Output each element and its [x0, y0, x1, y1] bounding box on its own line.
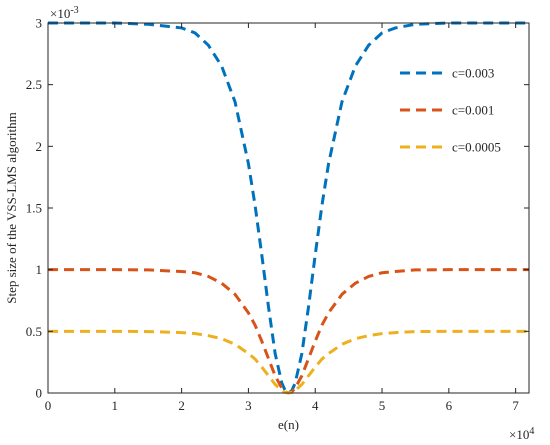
y-exponent-label: ×10-3 — [50, 5, 79, 21]
x-tick-label: 6 — [446, 398, 453, 413]
x-tick-label: 2 — [178, 398, 185, 413]
legend-label-2: c=0.001 — [452, 103, 494, 118]
x-exponent-power: 4 — [529, 426, 534, 437]
y-tick-label: 1 — [36, 262, 43, 277]
y-tick-label: 1.5 — [26, 201, 42, 216]
x-tick-label: 1 — [112, 398, 119, 413]
x-tick-label: 4 — [312, 398, 319, 413]
x-tick-label: 5 — [379, 398, 386, 413]
legend-label-1: c=0.003 — [452, 66, 494, 81]
y-axis-label: Step size of the VSS-LMS algorithm — [4, 112, 19, 304]
y-tick-label: 3 — [36, 16, 43, 31]
x-tick-label: 3 — [245, 398, 252, 413]
y-exponent-power: -3 — [70, 5, 78, 16]
x-exponent-base: ×10 — [509, 427, 529, 442]
x-tick-label: 0 — [45, 398, 52, 413]
series-line-3 — [48, 329, 529, 395]
x-tick-label: 7 — [512, 398, 519, 413]
series-line-1 — [48, 21, 529, 395]
y-exponent-base: ×10 — [50, 6, 70, 21]
y-tick-label: 2.5 — [26, 77, 42, 92]
y-tick-label: 2 — [36, 139, 43, 154]
x-axis-label: e(n) — [278, 417, 299, 432]
legend: c=0.003 c=0.001 c=0.0005 — [400, 66, 501, 155]
x-exponent-label: ×104 — [509, 426, 534, 442]
y-tick-label: 0.5 — [26, 324, 42, 339]
y-tick-label: 0 — [36, 386, 43, 401]
legend-label-3: c=0.0005 — [452, 140, 501, 155]
axis-ticks: 0 1 2 3 4 5 6 7 0 0.5 1 1.5 2 2.5 3 — [26, 16, 529, 413]
